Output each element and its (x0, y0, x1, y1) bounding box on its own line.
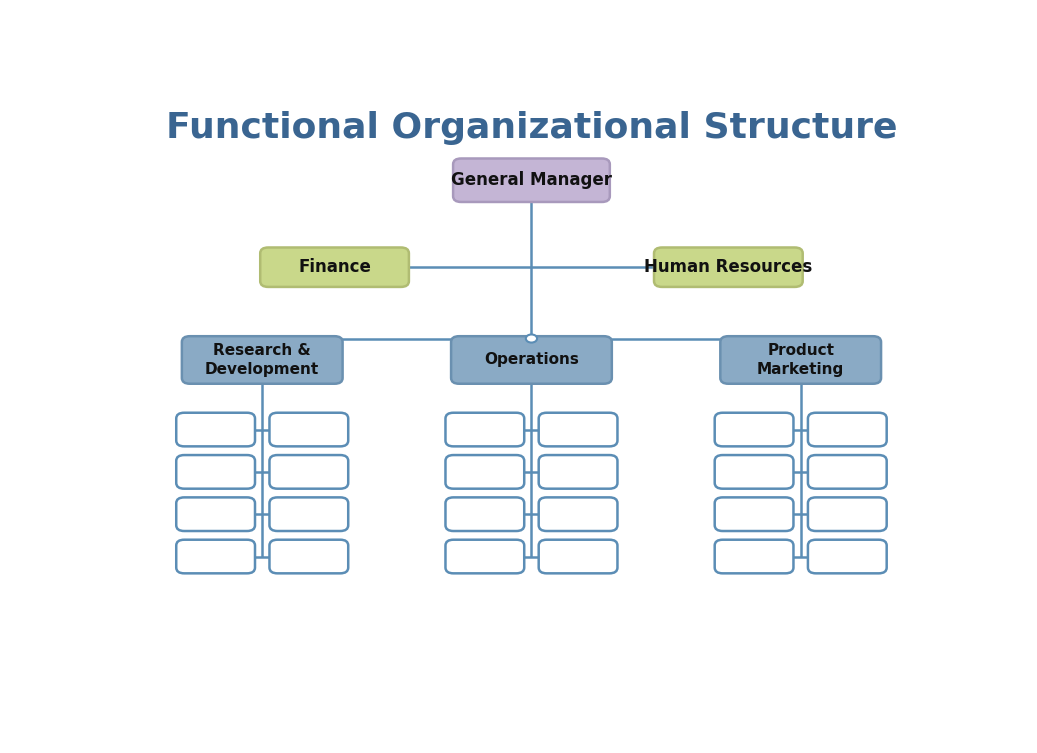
FancyBboxPatch shape (446, 455, 525, 489)
Text: Human Resources: Human Resources (644, 258, 812, 276)
FancyBboxPatch shape (270, 498, 348, 531)
FancyBboxPatch shape (176, 498, 255, 531)
FancyBboxPatch shape (181, 336, 342, 384)
FancyBboxPatch shape (808, 540, 887, 573)
FancyBboxPatch shape (714, 498, 793, 531)
FancyBboxPatch shape (714, 413, 793, 447)
FancyBboxPatch shape (538, 413, 617, 447)
Text: Research &
Development: Research & Development (205, 343, 319, 377)
FancyBboxPatch shape (808, 413, 887, 447)
Text: Functional Organizational Structure: Functional Organizational Structure (166, 111, 897, 145)
FancyBboxPatch shape (714, 455, 793, 489)
FancyBboxPatch shape (260, 248, 409, 287)
FancyBboxPatch shape (446, 498, 525, 531)
FancyBboxPatch shape (654, 248, 803, 287)
FancyBboxPatch shape (538, 498, 617, 531)
FancyBboxPatch shape (446, 413, 525, 447)
FancyBboxPatch shape (176, 455, 255, 489)
Text: General Manager: General Manager (451, 171, 612, 189)
FancyBboxPatch shape (453, 158, 610, 202)
FancyBboxPatch shape (176, 413, 255, 447)
FancyBboxPatch shape (808, 455, 887, 489)
Text: Product
Marketing: Product Marketing (757, 343, 844, 377)
FancyBboxPatch shape (721, 336, 881, 384)
FancyBboxPatch shape (714, 540, 793, 573)
FancyBboxPatch shape (270, 413, 348, 447)
Text: Operations: Operations (484, 352, 579, 367)
FancyBboxPatch shape (538, 540, 617, 573)
FancyBboxPatch shape (270, 540, 348, 573)
FancyBboxPatch shape (270, 455, 348, 489)
FancyBboxPatch shape (176, 540, 255, 573)
FancyBboxPatch shape (808, 498, 887, 531)
FancyBboxPatch shape (446, 540, 525, 573)
Circle shape (526, 334, 537, 343)
FancyBboxPatch shape (451, 336, 612, 384)
FancyBboxPatch shape (538, 455, 617, 489)
Text: Finance: Finance (298, 258, 371, 276)
